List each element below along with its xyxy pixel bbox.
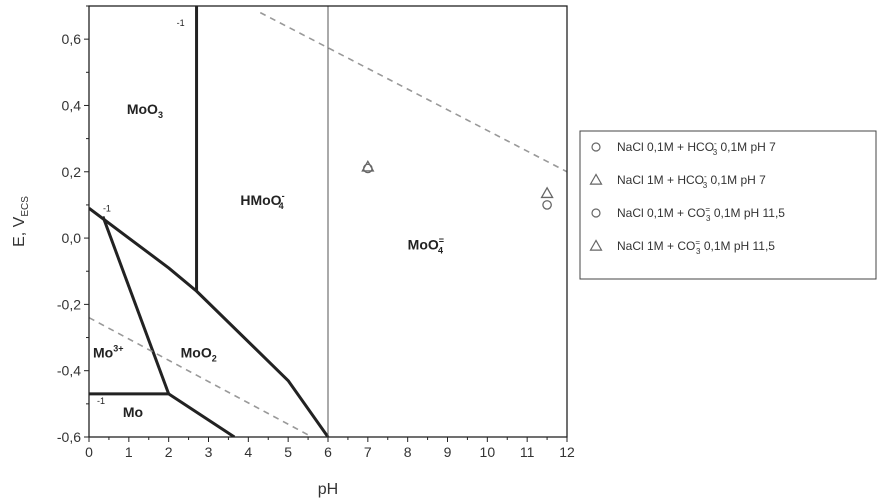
legend-marker-triangle xyxy=(589,239,603,251)
data-point-triangle xyxy=(361,159,375,172)
x-axis-label: pH xyxy=(318,481,338,498)
boundary-line-thick xyxy=(101,216,171,395)
boundary-line-dashed xyxy=(89,316,313,437)
region-label: MoO2 xyxy=(181,344,217,363)
x-tick-label: 8 xyxy=(404,444,412,460)
valence-annotation: -1 xyxy=(97,396,105,406)
x-tick-label: 1 xyxy=(125,444,133,460)
legend-marker-triangle xyxy=(589,173,603,185)
y-tick-label: -0,6 xyxy=(57,429,81,445)
region-label: Mo3+ xyxy=(93,343,123,360)
valence-annotation: -1 xyxy=(177,18,185,28)
region-label: HMoO-4 xyxy=(240,191,284,211)
boundary-line-thick xyxy=(89,207,330,437)
y-tick-label: 0,6 xyxy=(62,31,82,47)
x-tick-label: 4 xyxy=(244,444,252,460)
legend-entry: NaCl 0,1M + CO= 3 0,1M pH 11,5 xyxy=(617,205,785,223)
legend: NaCl 0,1M + HCO-3 0,1M pH 7 NaCl 1M + HCO… xyxy=(579,130,877,280)
x-tick-label: 12 xyxy=(559,444,575,460)
region-label: Mo xyxy=(123,404,143,420)
valence-annotation: -1 xyxy=(103,204,111,214)
x-tick-label: 2 xyxy=(165,444,173,460)
data-point-circle xyxy=(542,200,552,210)
y-tick-label: 0,2 xyxy=(62,164,82,180)
legend-entry: NaCl 1M + CO= 3 0,1M pH 11,5 xyxy=(617,238,775,256)
x-tick-label: 0 xyxy=(85,444,93,460)
plot-area: MoO3 HMoO-4 MoO= 4 Mo3+ MoO2 Mo -1 -1 -1 xyxy=(89,6,567,437)
legend-box xyxy=(579,130,877,280)
y-axis-label: E, VECS xyxy=(11,196,31,247)
y-tick-label: 0,0 xyxy=(62,230,82,246)
x-tick-label: 3 xyxy=(205,444,213,460)
x-tick-label: 5 xyxy=(284,444,292,460)
legend-marker-circle xyxy=(591,208,601,218)
y-tick-label: -0,4 xyxy=(57,363,81,379)
data-point-triangle xyxy=(540,186,554,199)
boundary-line-thick xyxy=(89,392,236,437)
y-tick-label: 0,4 xyxy=(62,97,82,113)
x-tick-label: 6 xyxy=(324,444,332,460)
x-tick-label: 9 xyxy=(444,444,452,460)
region-label: MoO3 xyxy=(127,101,163,120)
y-tick-label: -0,2 xyxy=(57,296,81,312)
legend-marker-circle xyxy=(591,142,601,152)
legend-entry: NaCl 1M + HCO-3 0,1M pH 7 xyxy=(617,172,766,190)
x-tick-label: 10 xyxy=(480,444,496,460)
x-tick-label: 11 xyxy=(520,444,535,460)
region-label: MoO= 4 xyxy=(408,236,444,256)
axes: 0 1 2 3 4 5 6 7 8 9 10 11 120,60,40,20,0-0,2-0,4-0,6… xyxy=(11,5,575,498)
legend-entry: NaCl 0,1M + HCO-3 0,1M pH 7 xyxy=(617,139,776,157)
boundary-line-dashed xyxy=(259,11,567,173)
x-tick-label: 7 xyxy=(364,444,372,460)
